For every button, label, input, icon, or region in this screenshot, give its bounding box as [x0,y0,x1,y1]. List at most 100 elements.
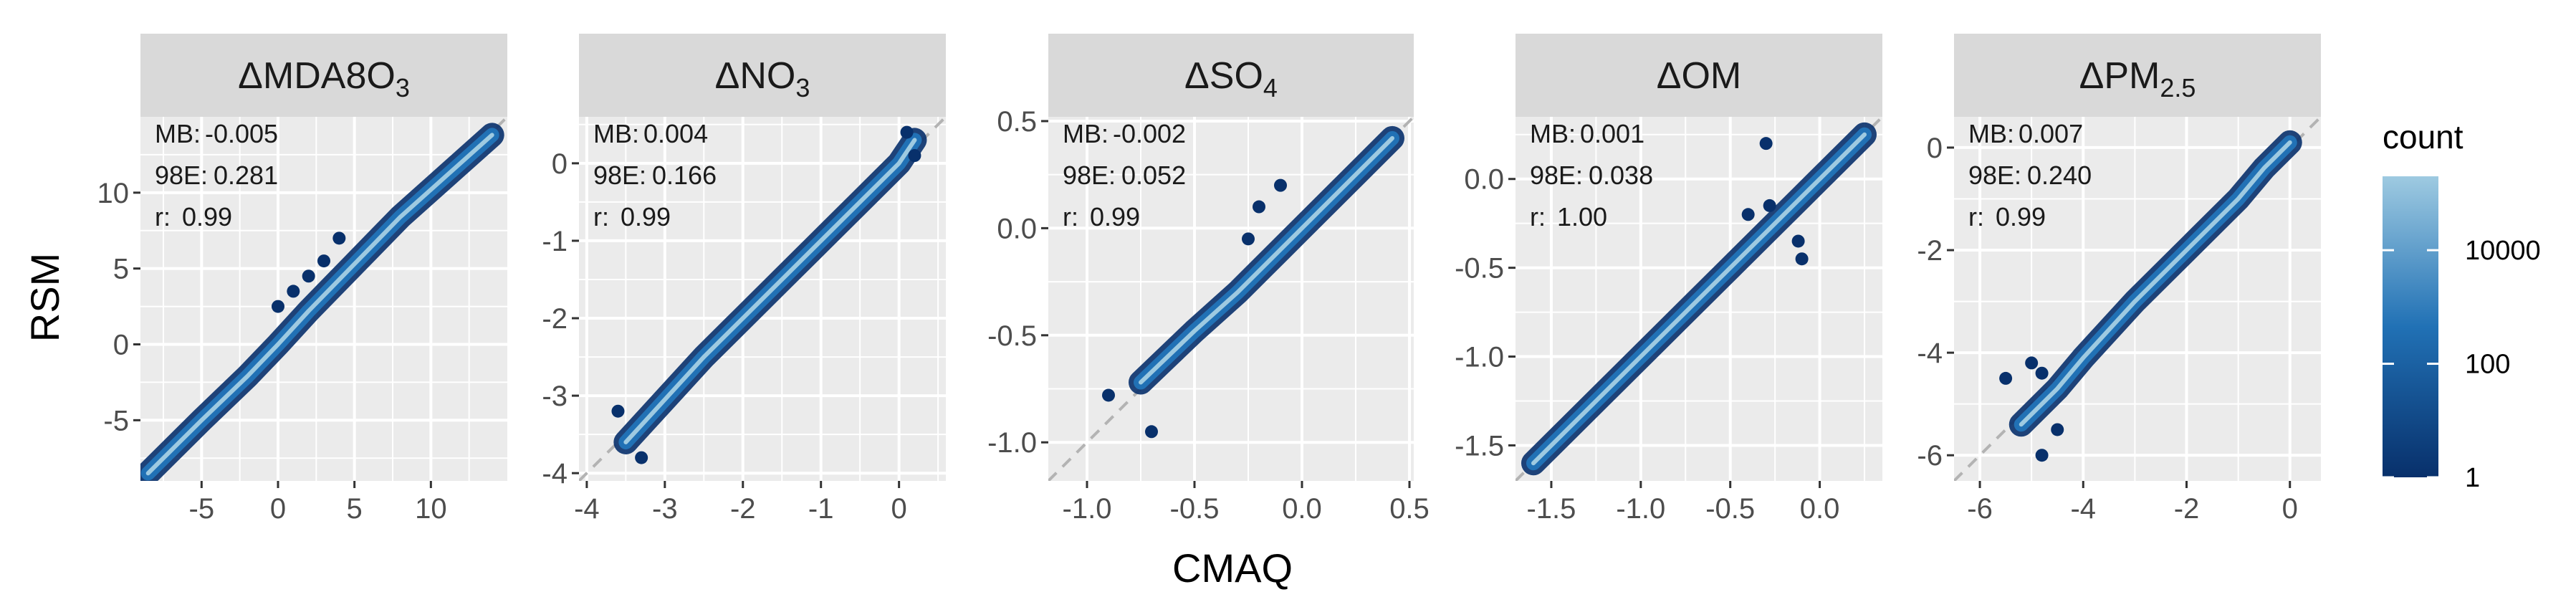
outlier-bin [2035,449,2049,462]
x-tick-label: 0 [2282,493,2298,525]
density-core [145,133,494,476]
stat-98e-label: 98E: [155,161,208,190]
data-layer [140,117,507,481]
x-tick-label: -1.0 [1616,493,1665,525]
x-tick-label: -5 [189,493,215,525]
stat-r-label: r: [593,202,609,231]
x-tick-label: -1 [808,493,834,525]
x-tick-label: -2 [730,493,756,525]
y-tick-label: -4 [542,458,568,489]
legend-tick-label: 1 [2465,463,2480,493]
facet-title: ΔOM [1657,55,1742,97]
y-axis-title: RSM [22,253,67,342]
facet-strip [1954,34,2321,117]
outlier-bin [1242,232,1255,246]
stat-98e-label: 98E: [1530,161,1583,190]
facet-strip [579,34,946,117]
x-tick-label: -4 [2070,493,2096,525]
stat-r-label: r: [1063,202,1078,231]
density-core [2019,140,2292,427]
y-tick-label: 0 [113,330,129,361]
stat-r-value: 0.99 [1090,202,1140,231]
facet-panel: ΔSO4 -1.0 -0.5 0.0 0.5 -1.0 -0.5 0.0 0.5 MB: -0.00… [987,34,1430,525]
x-axis-title: CMAQ [1172,545,1293,591]
y-tick-label: -4 [1917,338,1943,369]
legend-title: count [2383,118,2464,156]
stat-r-value: 1.00 [1557,202,1607,231]
x-tick-label: 5 [347,493,363,525]
x-tick-label: -3 [652,493,678,525]
outlier-bin [2025,356,2039,370]
outlier-bin [317,254,330,268]
density-core [1139,135,1394,385]
x-tick-label: -4 [574,493,600,525]
outlier-bin [611,404,625,418]
stat-98e-label: 98E: [1063,161,1116,190]
facet-panel: ΔPM2.5 -6 -4 -2 0 -6 -4 -2 0 MB: 0.007 98E: 0.240 r: 0… [1917,34,2321,525]
y-tick-label: -0.5 [1455,253,1504,285]
outlier-bin [2035,366,2049,380]
x-tick-label: 0.5 [1389,493,1430,525]
facet-panel: ΔMDA8O3 -5 0 5 10 -5 0 5 10 MB: -0.005 98E: 0.281 r: 0… [97,34,507,525]
facet-strip [1516,34,1882,117]
facet-strip [1048,34,1414,117]
x-tick-label: 0 [270,493,286,525]
y-tick-label: 5 [113,254,129,285]
stat-98e-value: 0.166 [652,161,717,190]
data-layer [579,117,946,481]
stat-r-value: 0.99 [1996,202,2046,231]
stat-mb-value: 0.004 [643,119,708,148]
facet-strip [140,34,507,117]
facet-title: ΔSO4 [1184,55,1278,102]
stat-r-label: r: [1968,202,1984,231]
stat-98e-value: 0.052 [1121,161,1186,190]
y-tick-label: -5 [103,405,129,436]
outlier-bin [1741,208,1755,221]
y-tick-label: -1.0 [987,427,1037,459]
y-tick-label: -3 [542,381,568,412]
legend-tick-label: 10000 [2465,236,2541,266]
stat-98e-label: 98E: [593,161,646,190]
stat-mb-label: MB: [1530,119,1576,148]
stat-r-value: 0.99 [621,202,671,231]
y-tick-label: 10 [97,178,130,209]
outlier-bin [1999,371,2013,385]
facet-panel: ΔNO3 -4 -3 -2 -1 0 -4 -3 -2 -1 0 MB: 0.004 98E: 0.166 r… [542,34,946,525]
x-tick-label: 0 [891,493,907,525]
y-tick-label: -1 [542,226,568,257]
x-tick-label: -6 [1967,493,1993,525]
y-tick-label: 0.0 [997,213,1037,244]
outlier-bin [1274,178,1287,192]
outlier-bin [272,300,284,313]
y-tick-label: -1.0 [1455,342,1504,373]
outlier-bin [1795,252,1809,266]
y-tick-label: -2 [542,303,568,335]
facet-title: ΔMDA8O3 [238,55,410,102]
stat-r-label: r: [1530,202,1546,231]
x-tick-label: -1.0 [1063,493,1112,525]
density-core [623,138,917,444]
outlier-bin [900,125,914,139]
y-tick-label: -1.5 [1455,430,1504,462]
legend-colorbar [2383,176,2438,477]
facet-title: ΔNO3 [715,55,810,102]
stat-mb-label: MB: [155,119,201,148]
outlier-bin [1763,199,1776,212]
data-layer [1048,117,1414,481]
stat-98e-value: 0.281 [214,161,278,190]
data-layer [1954,117,2321,481]
x-tick-label: -0.5 [1170,493,1220,525]
y-tick-label: -2 [1917,235,1943,267]
density-core [1531,132,1867,466]
facet-panel: ΔOM -1.5 -1.0 -0.5 0.0 -1.5 -1.0 -0.5 0.0 MB: 0.00… [1455,34,1882,525]
x-tick-label: 0.0 [1800,493,1840,525]
stat-98e-value: 0.038 [1589,161,1653,190]
stat-mb-value: 0.007 [2019,119,2083,148]
outlier-bin [1145,425,1158,439]
facet-title: ΔPM2.5 [2079,55,2196,102]
x-tick-label: 10 [415,493,447,525]
y-tick-label: 0.0 [1464,164,1504,196]
outlier-bin [287,285,300,298]
y-tick-label: 0.5 [997,106,1037,138]
